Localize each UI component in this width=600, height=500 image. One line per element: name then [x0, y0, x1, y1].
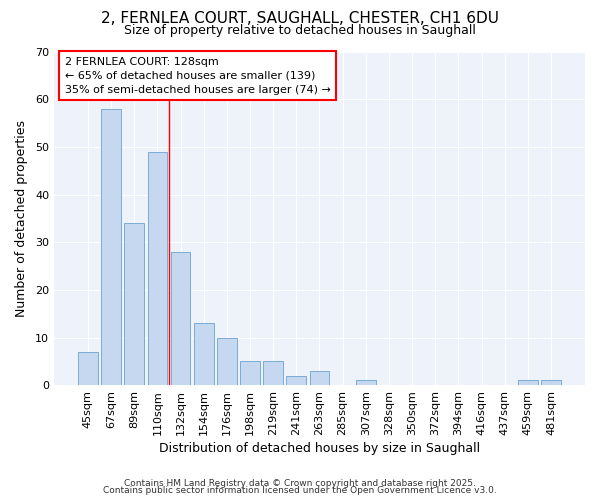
Bar [518, 380, 538, 385]
Text: Contains HM Land Registry data © Crown copyright and database right 2025.: Contains HM Land Registry data © Crown c… [124, 478, 476, 488]
Bar [286, 376, 306, 385]
Bar [240, 362, 260, 385]
Bar [356, 380, 376, 385]
Text: Size of property relative to detached houses in Saughall: Size of property relative to detached ho… [124, 24, 476, 37]
Bar [78, 352, 98, 385]
Bar [124, 223, 144, 385]
Bar [101, 108, 121, 385]
Text: 2, FERNLEA COURT, SAUGHALL, CHESTER, CH1 6DU: 2, FERNLEA COURT, SAUGHALL, CHESTER, CH1… [101, 11, 499, 26]
Bar [310, 371, 329, 385]
Bar [263, 362, 283, 385]
Text: Contains public sector information licensed under the Open Government Licence v3: Contains public sector information licen… [103, 486, 497, 495]
Bar [217, 338, 236, 385]
X-axis label: Distribution of detached houses by size in Saughall: Distribution of detached houses by size … [159, 442, 480, 455]
Bar [541, 380, 561, 385]
Bar [148, 152, 167, 385]
Y-axis label: Number of detached properties: Number of detached properties [15, 120, 28, 317]
Text: 2 FERNLEA COURT: 128sqm
← 65% of detached houses are smaller (139)
35% of semi-d: 2 FERNLEA COURT: 128sqm ← 65% of detache… [65, 56, 331, 94]
Bar [170, 252, 190, 385]
Bar [194, 323, 214, 385]
